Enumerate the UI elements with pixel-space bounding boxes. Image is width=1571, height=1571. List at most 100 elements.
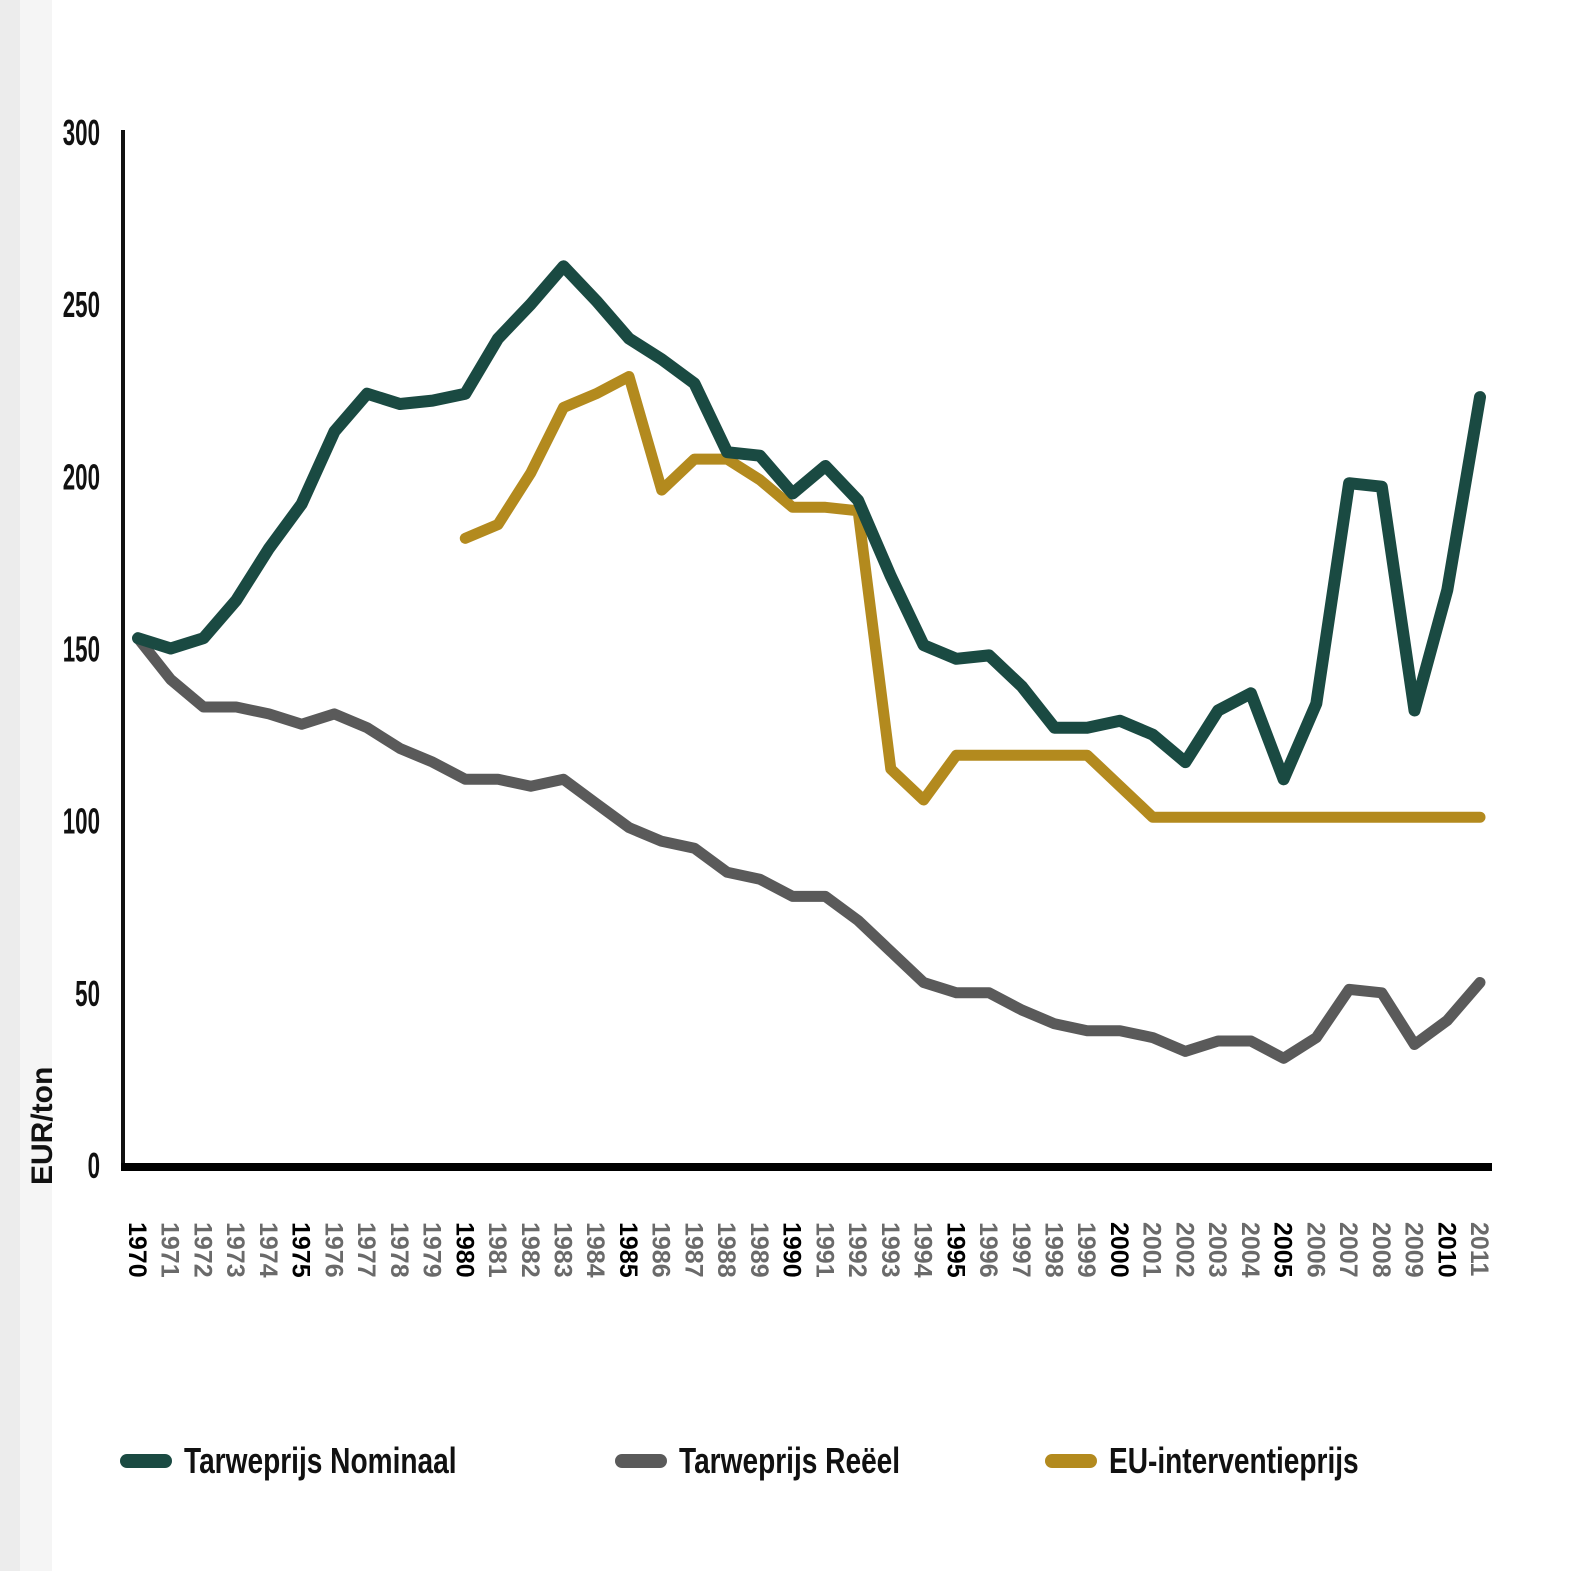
x-tick-label: 1994 [909,1222,937,1278]
series-nominal-point [562,264,566,268]
y-tick-label: 200 [63,458,100,498]
series-eu-point [823,505,827,509]
series-real-point [529,784,533,788]
series-eu-point [562,406,566,410]
series-nominal-point [1347,481,1351,485]
series-real-point [398,746,402,750]
series-real-point [823,894,827,898]
series-eu-point [1314,815,1318,819]
series-eu-point [1380,815,1384,819]
x-tick-label: 2009 [1400,1222,1428,1278]
x-tick-label: 1989 [745,1222,773,1278]
series-eu-point [660,488,664,492]
x-tick-label: 1970 [123,1222,151,1278]
series-nominal-point [1445,588,1449,592]
legend-item-eu: EU-interventieprijs [1044,1440,1429,1482]
series-nominal-point [954,657,958,661]
series-nominal-point [1151,733,1155,737]
series-nominal-point [1085,726,1089,730]
x-tick-label: 1980 [450,1222,478,1278]
series-eu-point [1053,753,1057,757]
series-nominal-point [169,647,173,651]
series-eu-point [1151,815,1155,819]
series-nominal-point [267,547,271,551]
x-tick-label: 1993 [876,1222,904,1278]
series-real-point [692,846,696,850]
series-eu-point [1183,815,1187,819]
series-real-point [169,678,173,682]
series-nominal-point [627,337,631,341]
series-eu-point [594,392,598,396]
x-tick-label: 1986 [647,1222,675,1278]
x-tick-label: 1996 [974,1222,1002,1278]
series-eu-line [459,371,1486,823]
series-real-point [234,705,238,709]
series-real-point [562,777,566,781]
legend-swatch-real [615,1454,668,1468]
series-nominal-point [791,492,795,496]
series-eu-point [889,767,893,771]
series-real-point [332,712,336,716]
series-real-point [1380,991,1384,995]
series-nominal-point [692,381,696,385]
series-real-point [202,705,206,709]
x-tick-label: 2001 [1138,1222,1166,1278]
series-real-point [758,877,762,881]
series-real-point [463,777,467,781]
series-eu-point [1085,753,1089,757]
x-tick-label: 1995 [941,1222,969,1278]
x-tick-label: 1974 [254,1222,282,1278]
series-real-point [856,919,860,923]
series-real-point [987,991,991,995]
x-tick-label: 1984 [581,1222,609,1278]
series-eu-point [692,457,696,461]
series-nominal-point [529,302,533,306]
x-tick-label: 1997 [1007,1222,1035,1278]
series-real-point [1151,1036,1155,1040]
series-nominal-point [234,598,238,602]
x-tick-label: 2000 [1105,1222,1133,1278]
series-nominal-point [1282,777,1286,781]
legend: Tarweprijs Nominaal Tarweprijs Reëel EU-… [120,1440,1491,1482]
series-real-point [725,870,729,874]
series-real-point [889,950,893,954]
x-tick-label: 1992 [843,1222,871,1278]
series-real-point [1020,1008,1024,1012]
series-nominal-point [889,574,893,578]
series-nominal-point [1478,395,1482,399]
x-tick-label: 2004 [1236,1222,1264,1278]
x-tick-label: 1971 [156,1222,184,1278]
series-nominal-line [132,260,1486,786]
series-eu-point [954,753,958,757]
series-eu-point [1445,815,1449,819]
y-tick-label: 0 [88,1147,100,1187]
series-real-point [1282,1056,1286,1060]
series-real-point [267,712,271,716]
series-nominal-point [202,636,206,640]
series-eu-point [627,375,631,379]
series-nominal-point [1020,684,1024,688]
series-real-point [1183,1049,1187,1053]
series-eu-point [791,505,795,509]
series-nominal-point [1118,719,1122,723]
series-nominal-point [136,636,140,640]
legend-label-nominal: Tarweprijs Nominaal [184,1440,457,1481]
series-eu-point [987,753,991,757]
left-margin-strip-light [20,0,52,1571]
series-real-point [660,839,664,843]
series-nominal-point [856,498,860,502]
x-tick-label: 1978 [385,1222,413,1278]
series-eu-point [529,471,533,475]
series-real-point [1085,1029,1089,1033]
series-nominal-point [496,337,500,341]
x-tick-label: 1972 [188,1222,216,1278]
series-eu-point [463,536,467,540]
series-real-point [627,826,631,830]
series-real-point [1478,981,1482,985]
series-eu-point [1118,784,1122,788]
series-nominal-point [463,392,467,396]
series-real-point [431,760,435,764]
x-tick-label: 1988 [712,1222,740,1278]
series-real-point [954,991,958,995]
legend-label-real: Tarweprijs Reëel [679,1440,901,1481]
